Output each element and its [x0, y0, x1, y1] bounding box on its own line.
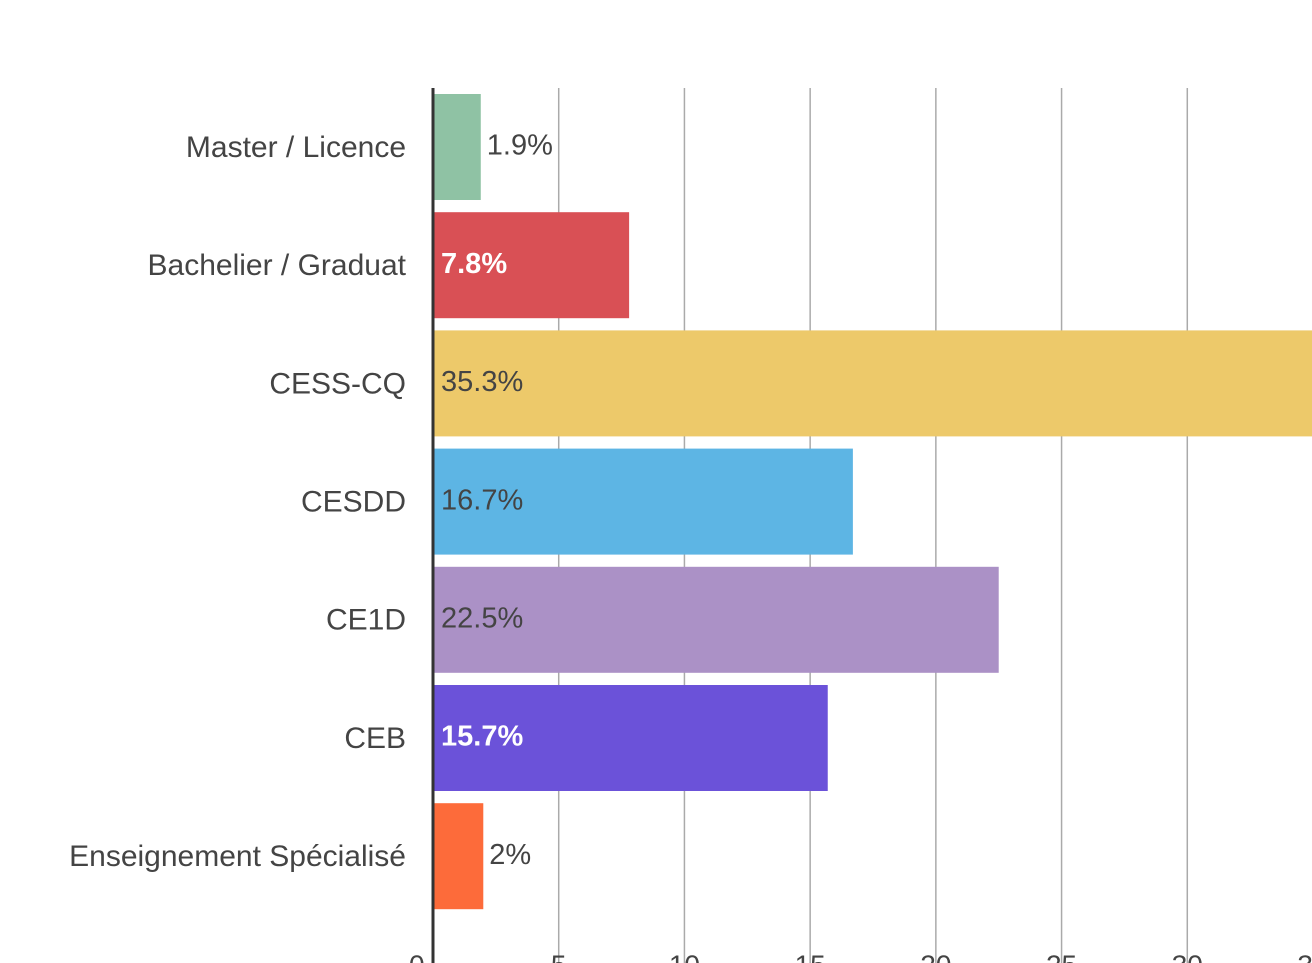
bar [433, 685, 828, 791]
value-label: 35.3% [441, 366, 523, 398]
y-tick-label: CEB [344, 722, 406, 755]
value-label: 1.9% [487, 130, 553, 162]
x-tick-label: 10 [669, 949, 700, 963]
x-tick-label: 30 [1172, 949, 1203, 963]
y-tick-label: Bachelier / Graduat [148, 249, 407, 282]
bar [433, 94, 481, 200]
y-tick-label: Master / Licence [186, 131, 406, 164]
bar [433, 803, 484, 910]
x-tick-label: 35 [1297, 949, 1312, 963]
x-tick-label: 25 [1046, 949, 1077, 963]
value-label: 16.7% [441, 484, 523, 516]
value-label: 2% [489, 839, 531, 871]
x-tick-label: 0 [409, 949, 425, 963]
y-tick-label: CE1D [326, 604, 406, 637]
value-label: 22.5% [441, 602, 523, 634]
y-tick-label: CESS-CQ [269, 367, 406, 400]
bar [433, 448, 853, 555]
bar [433, 566, 999, 673]
y-tick-label: CESDD [301, 486, 406, 519]
y-tick-label: Enseignement Spécialisé [69, 840, 406, 873]
value-label: 7.8% [441, 248, 507, 280]
x-tick-label: 20 [920, 949, 951, 963]
value-label: 15.7% [441, 721, 523, 753]
bar [433, 212, 630, 319]
x-tick-label: 15 [795, 949, 826, 963]
x-tick-label: 5 [551, 949, 567, 963]
bar [433, 330, 1312, 437]
